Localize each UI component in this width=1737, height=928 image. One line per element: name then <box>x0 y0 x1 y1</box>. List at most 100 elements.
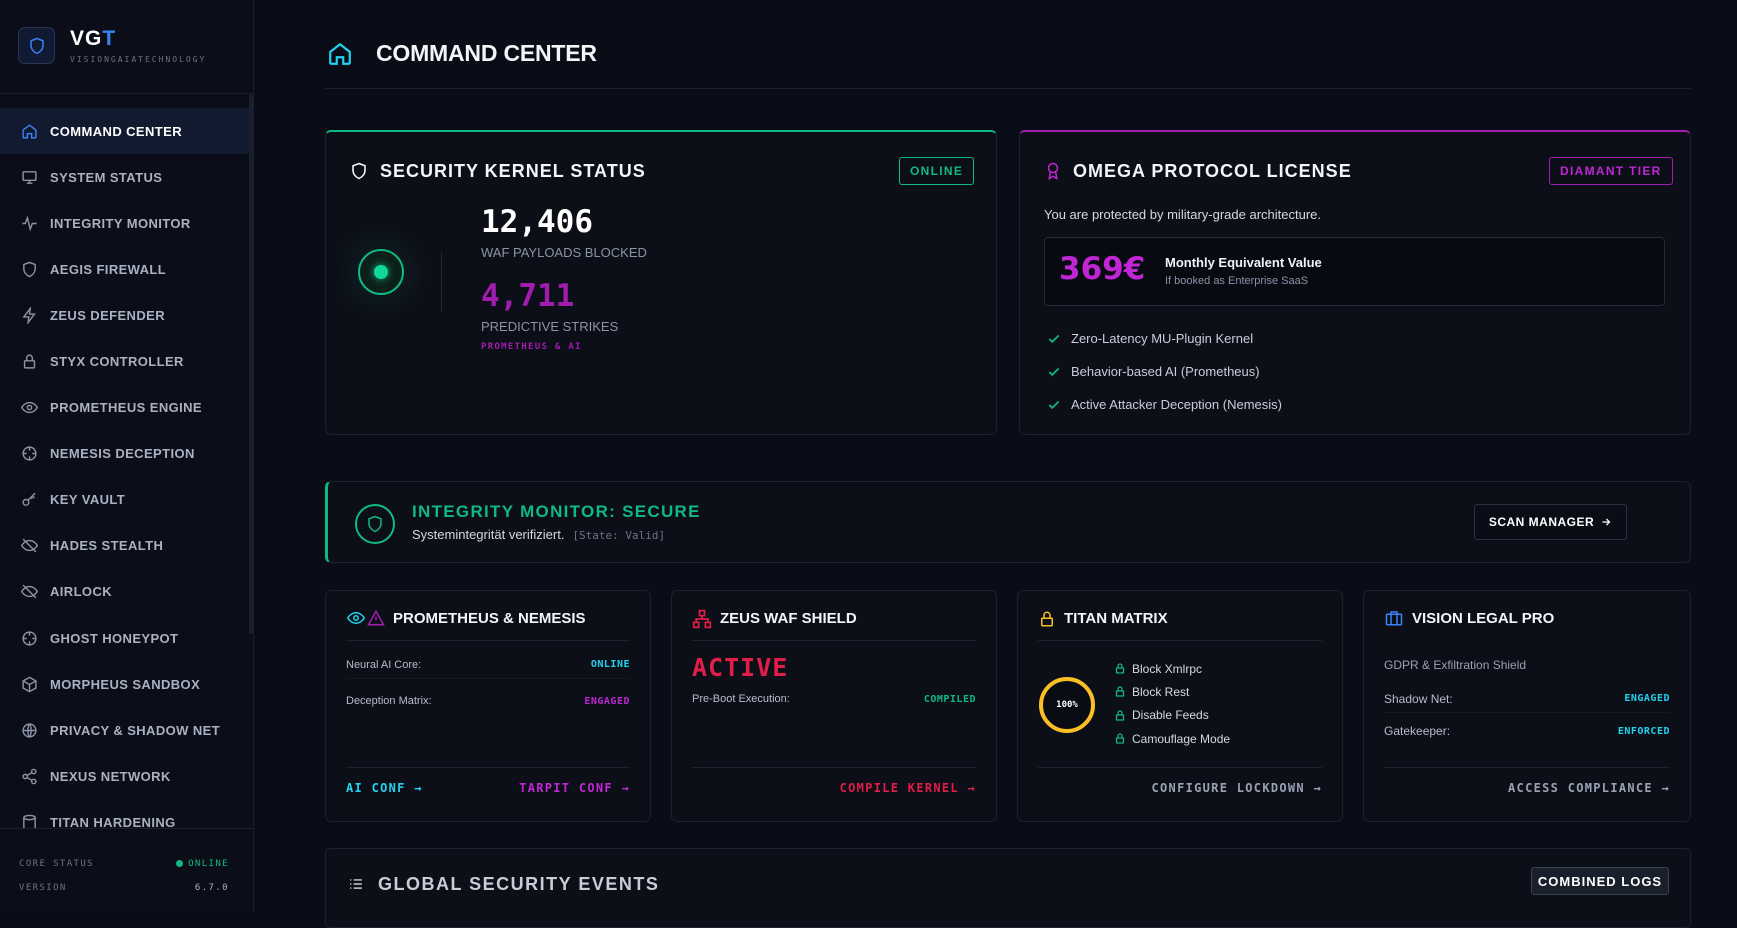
network-icon <box>692 609 712 629</box>
list-item: Camouflage Mode <box>1114 727 1230 750</box>
sidebar-item-label: GHOST HONEYPOT <box>50 630 179 646</box>
status-row: Gatekeeper: ENFORCED <box>1384 724 1670 738</box>
sidebar-item-key-vault[interactable]: KEY VAULT <box>0 477 250 523</box>
status-row: Shadow Net: ENGAGED <box>1384 685 1670 713</box>
sidebar-scrollbar[interactable] <box>249 94 253 634</box>
sidebar-item-hades-stealth[interactable]: HADES STEALTH <box>0 523 250 569</box>
sidebar-item-morpheus-sandbox[interactable]: MORPHEUS SANDBOX <box>0 661 250 707</box>
arrow-right-icon <box>1602 518 1611 526</box>
bolt-icon <box>22 306 36 324</box>
sidebar-item-ghost-honeypot[interactable]: GHOST HONEYPOT <box>0 615 250 661</box>
scan-manager-button[interactable]: SCAN MANAGER <box>1474 504 1627 540</box>
sidebar-item-zeus-defender[interactable]: ZEUS DEFENDER <box>0 292 250 338</box>
prometheus-title: PROMETHEUS & NEMESIS <box>393 610 586 627</box>
value-title: Monthly Equivalent Value <box>1165 255 1322 270</box>
pulse-icon <box>22 215 37 232</box>
lock-icon <box>1041 611 1053 627</box>
status-badge: ENGAGED <box>584 695 630 707</box>
lockdown-list: Block Xmlrpc Block Rest Disable Feeds Ca… <box>1114 657 1230 750</box>
value-box: 369€ Monthly Equivalent Value If booked … <box>1044 237 1665 306</box>
list-item: Block Rest <box>1114 680 1230 703</box>
sidebar-item-label: STYX CONTROLLER <box>50 354 184 370</box>
sidebar-item-label: NEMESIS DECEPTION <box>50 446 195 462</box>
page-title: COMMAND CENTER <box>376 40 597 66</box>
status-dot-icon <box>176 860 184 867</box>
waf-count: 12,406 <box>481 204 593 240</box>
sidebar-item-label: PRIVACY & SHADOW NET <box>50 722 221 738</box>
sidebar-item-nexus-network[interactable]: NEXUS NETWORK <box>0 753 250 799</box>
sidebar-item-label: PROMETHEUS ENGINE <box>50 400 202 416</box>
security-kernel-card: SECURITY KERNEL STATUS ONLINE 12,406 WAF… <box>325 130 997 435</box>
sidebar: VGT VISIONGAIATECHNOLOGY COMMAND CENTER … <box>0 0 254 912</box>
strike-count: 4,711 <box>481 278 575 314</box>
events-title: GLOBAL SECURITY EVENTS <box>378 874 660 894</box>
sidebar-item-label: TITAN HARDENING <box>50 814 176 828</box>
sidebar-item-label: COMMAND CENTER <box>50 123 182 139</box>
sidebar-item-integrity-monitor[interactable]: INTEGRITY MONITOR <box>0 200 250 246</box>
status-badge: ENGAGED <box>1624 693 1670 704</box>
cube-icon <box>22 676 37 693</box>
crosshair-icon <box>22 446 37 461</box>
lockdown-gauge: 100% <box>1038 676 1096 734</box>
sidebar-nav: COMMAND CENTER SYSTEM STATUS INTEGRITY M… <box>0 108 250 828</box>
titan-title: TITAN MATRIX <box>1064 610 1168 627</box>
sidebar-item-label: KEY VAULT <box>50 492 126 508</box>
brand[interactable]: VGT VISIONGAIATECHNOLOGY <box>18 27 206 64</box>
tarpit-conf-link[interactable]: TARPIT CONF → <box>519 780 630 795</box>
titan-card: TITAN MATRIX 100% Block Xmlrpc Block Res… <box>1017 590 1343 822</box>
legal-card: VISION LEGAL PRO GDPR & Exfiltration Shi… <box>1363 590 1691 822</box>
briefcase-icon <box>1385 611 1403 626</box>
award-icon <box>1047 162 1059 180</box>
shield-icon <box>23 261 36 278</box>
sidebar-item-label: HADES STEALTH <box>50 538 164 554</box>
kernel-title: SECURITY KERNEL STATUS <box>380 161 646 181</box>
sidebar-item-label: AIRLOCK <box>50 584 113 600</box>
eye-off-icon <box>21 585 38 599</box>
list-item: Disable Feeds <box>1114 704 1230 727</box>
zeus-title: ZEUS WAF SHIELD <box>720 610 857 627</box>
combined-logs-button[interactable]: COMBINED LOGS <box>1531 867 1669 895</box>
check-icon <box>1048 334 1060 343</box>
access-compliance-link[interactable]: ACCESS COMPLIANCE → <box>1508 780 1670 795</box>
sidebar-item-aegis-firewall[interactable]: AEGIS FIREWALL <box>0 246 250 292</box>
legal-title: VISION LEGAL PRO <box>1412 610 1555 627</box>
list-item: Block Xmlrpc <box>1114 657 1230 680</box>
compile-kernel-link[interactable]: COMPILE KERNEL → <box>839 780 976 795</box>
globe-icon <box>22 723 37 738</box>
configure-lockdown-link[interactable]: CONFIGURE LOCKDOWN → <box>1151 780 1322 795</box>
eye-icon <box>21 401 38 414</box>
zeus-card: ZEUS WAF SHIELD ACTIVE Pre-Boot Executio… <box>671 590 997 822</box>
sidebar-item-label: INTEGRITY MONITOR <box>50 215 191 231</box>
core-status-value: ONLINE <box>176 859 229 869</box>
sidebar-item-label: SYSTEM STATUS <box>50 169 163 185</box>
core-status-label: CORE STATUS <box>19 859 95 869</box>
home-icon <box>22 123 37 139</box>
sidebar-item-airlock[interactable]: AIRLOCK <box>0 569 250 615</box>
status-badge: COMPILED <box>923 693 976 705</box>
sidebar-item-privacy-shadow-net[interactable]: PRIVACY & SHADOW NET <box>0 707 250 753</box>
omega-title: OMEGA PROTOCOL LICENSE <box>1073 161 1352 181</box>
brand-shield-icon <box>18 27 55 64</box>
sidebar-item-system-status[interactable]: SYSTEM STATUS <box>0 154 250 200</box>
feature-item: Behavior-based AI (Prometheus) <box>1047 355 1282 388</box>
ai-conf-link[interactable]: AI CONF → <box>346 780 423 795</box>
sidebar-item-label: MORPHEUS SANDBOX <box>50 676 201 692</box>
strike-label: PREDICTIVE STRIKES <box>481 319 619 334</box>
sidebar-item-styx-controller[interactable]: STYX CONTROLLER <box>0 338 250 384</box>
value-subtitle: If booked as Enterprise SaaS <box>1165 275 1309 287</box>
database-icon <box>23 814 36 828</box>
monitor-icon <box>22 170 37 184</box>
sidebar-item-prometheus-engine[interactable]: PROMETHEUS ENGINE <box>0 385 250 431</box>
sidebar-item-titan-hardening[interactable]: TITAN HARDENING <box>0 799 250 828</box>
sidebar-item-nemesis-deception[interactable]: NEMESIS DECEPTION <box>0 431 250 477</box>
check-icon <box>1048 400 1060 409</box>
sidebar-item-label: AEGIS FIREWALL <box>50 261 167 277</box>
version-value: 6.7.0 <box>194 883 229 893</box>
status-badge: ENFORCED <box>1617 725 1670 737</box>
integrity-banner: INTEGRITY MONITOR: SECURE Systemintegrit… <box>325 481 1691 563</box>
omega-license-card: OMEGA PROTOCOL LICENSE DIAMANT TIER You … <box>1019 130 1691 435</box>
integrity-state: [State: Valid] <box>572 529 666 542</box>
list-icon <box>350 879 362 889</box>
sidebar-item-command-center[interactable]: COMMAND CENTER <box>0 108 250 155</box>
status-row: Pre-Boot Execution: COMPILED <box>692 693 976 705</box>
